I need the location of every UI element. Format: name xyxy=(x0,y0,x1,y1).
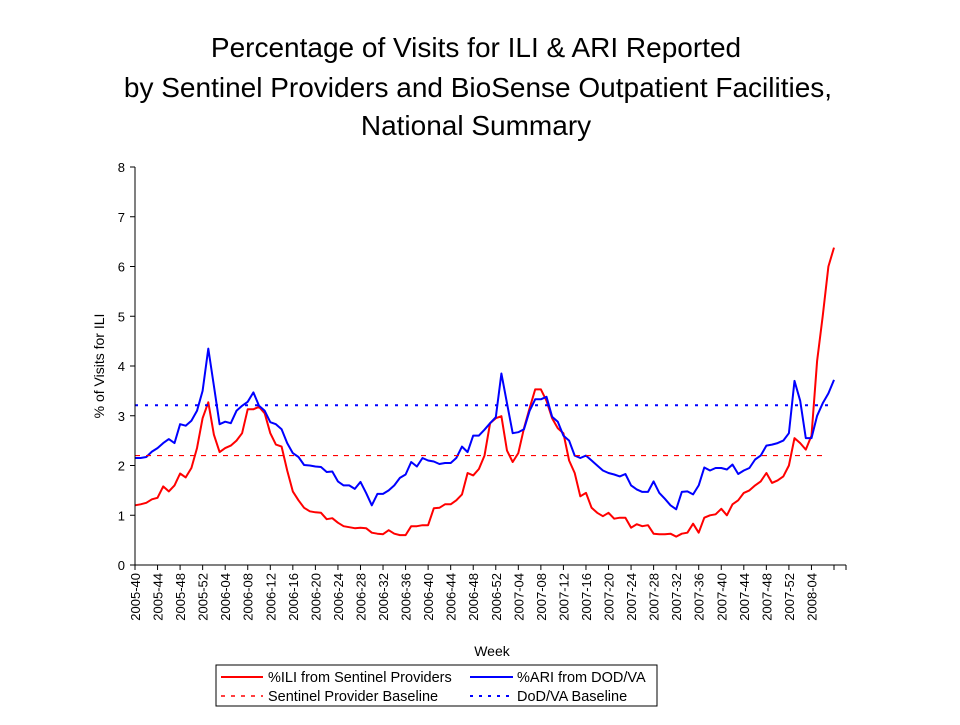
x-tick-label: 2007-20 xyxy=(602,573,617,621)
x-tick-label: 2005-40 xyxy=(128,573,143,621)
y-tick-label: 2 xyxy=(118,459,125,474)
y-tick-label: 8 xyxy=(118,160,125,175)
x-tick-label: 2006-04 xyxy=(218,573,233,621)
x-tick-label: 2007-52 xyxy=(782,573,797,621)
chart-title-line-3: National Summary xyxy=(361,110,591,141)
x-tick-label: 2006-36 xyxy=(399,573,414,621)
y-tick-label: 5 xyxy=(118,309,125,324)
legend-label-ili: %ILI from Sentinel Providers xyxy=(268,670,452,686)
y-tick-label: 1 xyxy=(118,508,125,523)
x-tick-label: 2007-36 xyxy=(692,573,707,621)
x-tick-label: 2006-12 xyxy=(263,573,278,621)
y-tick-label: 3 xyxy=(118,409,125,424)
x-axis-ticks: 2005-40 2005-44 2005-48 2005-52 2006-04 2006-… xyxy=(128,565,846,621)
y-tick-label: 0 xyxy=(118,558,125,573)
x-tick-label: 2006-08 xyxy=(241,573,256,621)
ari-series xyxy=(135,349,834,510)
y-tick-label: 7 xyxy=(118,210,125,225)
x-tick-label: 2007-28 xyxy=(647,573,662,621)
x-tick-label: 2007-32 xyxy=(669,573,684,621)
legend-label-ari: %ARI from DOD/VA xyxy=(517,670,646,686)
legend-label-dodva-baseline: DoD/VA Baseline xyxy=(517,689,627,705)
x-tick-label: 2006-20 xyxy=(308,573,323,621)
x-tick-label: 2005-52 xyxy=(196,573,211,621)
x-tick-label: 2006-40 xyxy=(421,573,436,621)
chart-title-line-1: Percentage of Visits for ILI & ARI Repor… xyxy=(211,32,741,63)
y-tick-label: 6 xyxy=(118,260,125,275)
ari-series-line xyxy=(135,349,834,510)
x-tick-label: 2006-24 xyxy=(331,573,346,621)
x-tick-label: 2007-12 xyxy=(556,573,571,621)
chart-title-line-2: by Sentinel Providers and BioSense Outpa… xyxy=(124,72,832,103)
x-tick-label: 2007-24 xyxy=(624,573,639,621)
x-tick-label: 2006-52 xyxy=(489,573,504,621)
x-tick-label: 2007-16 xyxy=(579,573,594,621)
x-tick-label: 2006-32 xyxy=(376,573,391,621)
y-tick-label: 4 xyxy=(118,359,125,374)
x-tick-label: 2006-44 xyxy=(444,573,459,621)
x-tick-label: 2005-44 xyxy=(151,573,166,621)
series-layer xyxy=(135,248,834,537)
y-axis-ticks: 0 1 2 3 4 5 6 7 8 xyxy=(118,160,135,573)
x-tick-label: 2008-04 xyxy=(804,573,819,621)
x-tick-label: 2007-44 xyxy=(737,573,752,621)
legend-label-sentinel-baseline: Sentinel Provider Baseline xyxy=(268,689,438,705)
x-tick-label: 2006-16 xyxy=(286,573,301,621)
ili-series-line xyxy=(135,248,834,537)
ili-series xyxy=(135,248,834,537)
x-tick-label: 2007-40 xyxy=(714,573,729,621)
legend: %ILI from Sentinel Providers %ARI from D… xyxy=(216,665,657,706)
x-tick-label: 2007-48 xyxy=(759,573,774,621)
x-tick-label: 2006-28 xyxy=(353,573,368,621)
x-tick-label: 2007-08 xyxy=(534,573,549,621)
x-tick-label: 2007-04 xyxy=(511,573,526,621)
x-tick-label: 2006-48 xyxy=(466,573,481,621)
y-axis-title: % of Visits for ILI xyxy=(91,314,107,419)
x-tick-label: 2005-48 xyxy=(173,573,188,621)
x-axis-title: Week xyxy=(474,643,511,659)
